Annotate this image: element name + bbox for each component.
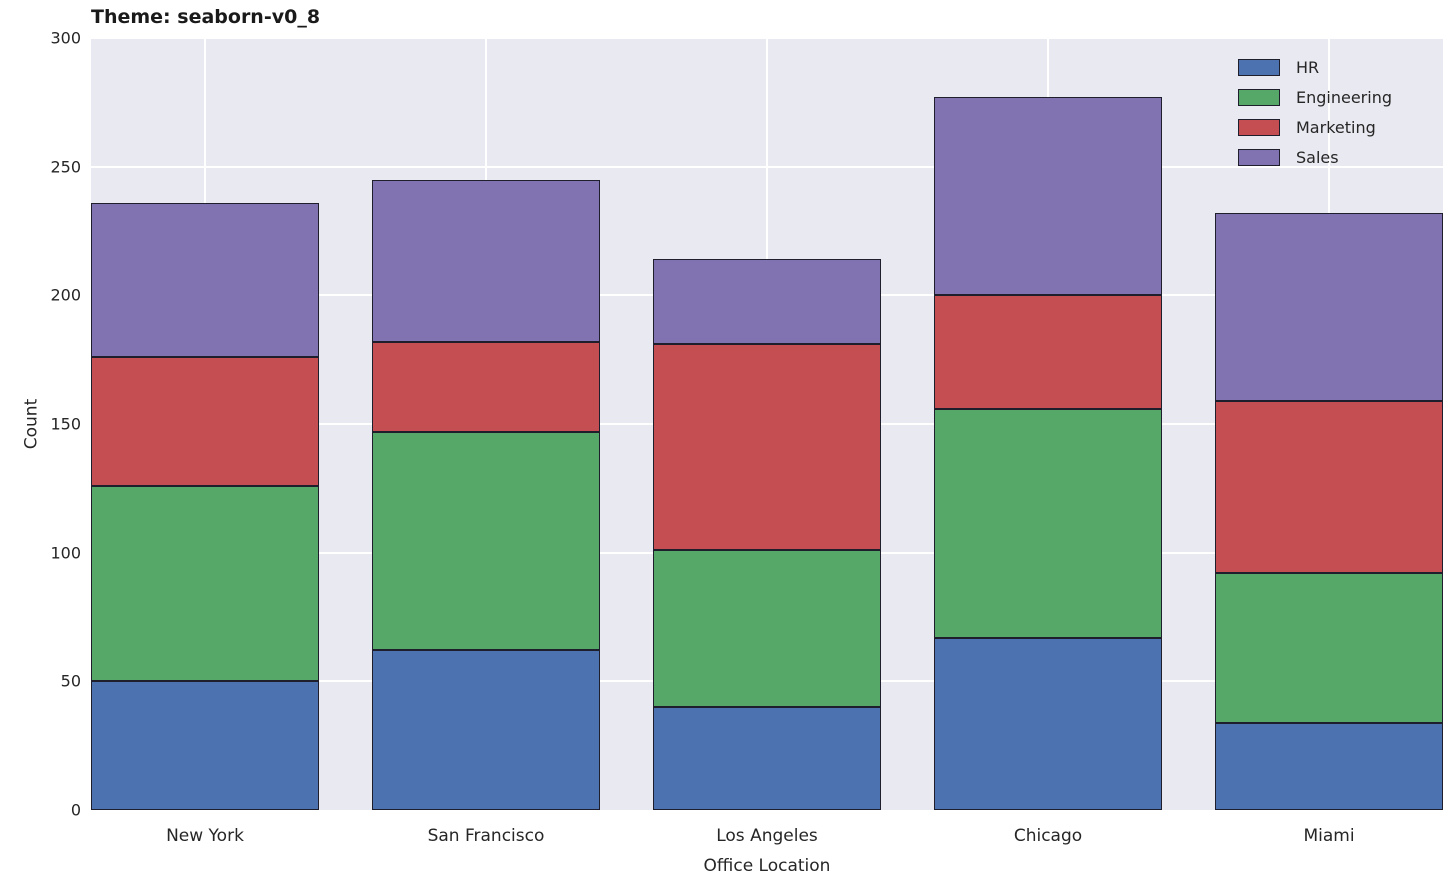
legend-row-hr: HR bbox=[1238, 52, 1392, 82]
bar-segment-new-york-marketing bbox=[91, 357, 319, 486]
bar-segment-chicago-marketing bbox=[934, 295, 1162, 409]
bar-segment-san-francisco-marketing bbox=[372, 341, 600, 432]
x-tick-chicago: Chicago bbox=[1013, 826, 1083, 846]
y-tick-200: 200 bbox=[50, 285, 81, 305]
y-tick-300: 300 bbox=[50, 28, 81, 48]
legend-label-sales: Sales bbox=[1296, 147, 1339, 167]
y-tick-100: 100 bbox=[50, 543, 81, 563]
y-tick-50: 50 bbox=[60, 671, 81, 691]
bar-segment-chicago-engineering bbox=[934, 408, 1162, 638]
legend-label-hr: HR bbox=[1296, 57, 1320, 77]
chart-title: Theme: seaborn-v0_8 bbox=[91, 6, 321, 28]
bar-segment-miami-engineering bbox=[1215, 573, 1443, 723]
legend-row-marketing: Marketing bbox=[1238, 112, 1392, 142]
bar-segment-los-angeles-engineering bbox=[653, 550, 881, 708]
bar-segment-los-angeles-marketing bbox=[653, 344, 881, 551]
x-tick-los-angeles: Los Angeles bbox=[716, 826, 818, 846]
bar-segment-san-francisco-sales bbox=[372, 179, 600, 342]
bar-segment-los-angeles-sales bbox=[653, 259, 881, 345]
bar-segment-new-york-engineering bbox=[91, 485, 319, 682]
bar-segment-new-york-sales bbox=[91, 202, 319, 358]
bar-segment-miami-hr bbox=[1215, 722, 1443, 810]
x-tick-san-francisco: San Francisco bbox=[427, 826, 545, 846]
bar-segment-miami-sales bbox=[1215, 212, 1443, 401]
y-axis-label: Count bbox=[21, 398, 42, 450]
bar-segment-miami-marketing bbox=[1215, 400, 1443, 574]
plot-area bbox=[91, 37, 1443, 810]
bar-segment-los-angeles-hr bbox=[653, 707, 881, 810]
y-tick-0: 0 bbox=[70, 800, 81, 820]
legend-row-sales: Sales bbox=[1238, 142, 1392, 172]
legend-label-marketing: Marketing bbox=[1296, 117, 1376, 137]
bar-segment-san-francisco-hr bbox=[372, 650, 600, 810]
legend-swatch-engineering bbox=[1238, 88, 1280, 106]
bar-segment-san-francisco-engineering bbox=[372, 431, 600, 651]
y-tick-150: 150 bbox=[50, 414, 81, 434]
x-tick-miami: Miami bbox=[1303, 826, 1355, 846]
y-tick-250: 250 bbox=[50, 157, 81, 177]
legend: HR Engineering Marketing Sales bbox=[1238, 52, 1392, 172]
bar-segment-new-york-hr bbox=[91, 681, 319, 810]
legend-swatch-marketing bbox=[1238, 118, 1280, 136]
bar-segment-chicago-sales bbox=[934, 97, 1162, 296]
legend-swatch-hr bbox=[1238, 58, 1280, 76]
x-axis-label: Office Location bbox=[703, 856, 831, 876]
bar-segment-chicago-hr bbox=[934, 637, 1162, 810]
legend-swatch-sales bbox=[1238, 148, 1280, 166]
legend-row-engineering: Engineering bbox=[1238, 82, 1392, 112]
x-tick-new-york: New York bbox=[166, 826, 244, 846]
legend-label-engineering: Engineering bbox=[1296, 87, 1392, 107]
